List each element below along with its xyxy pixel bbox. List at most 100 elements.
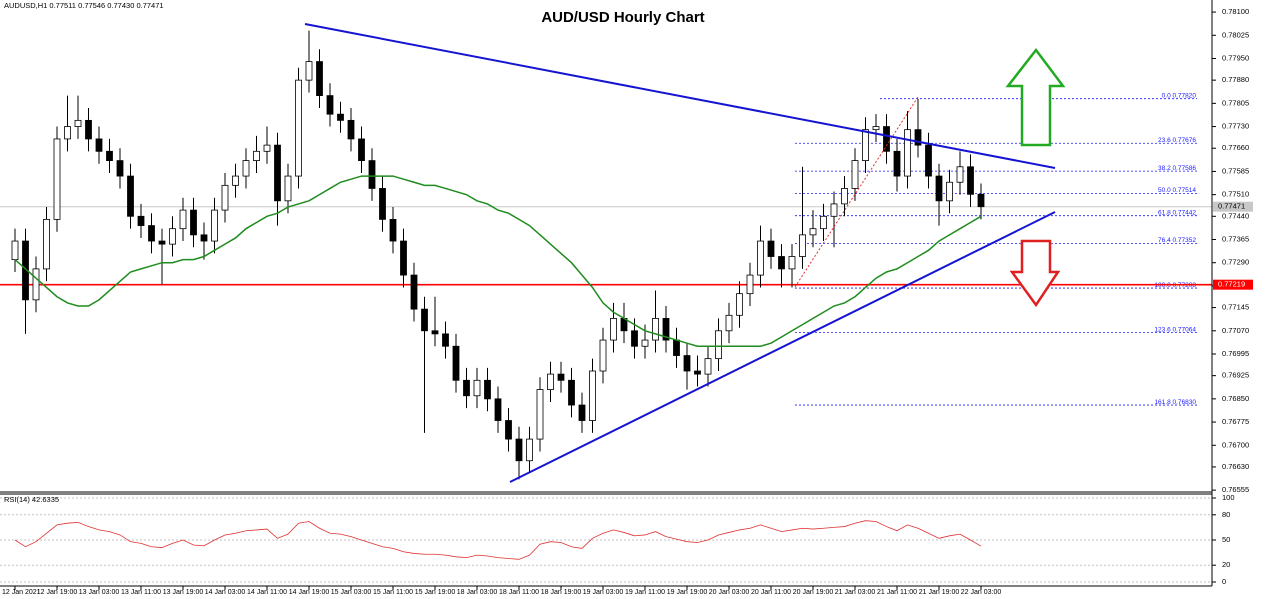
candle-body: [127, 175, 134, 217]
candle-body: [43, 218, 50, 270]
candle-body: [515, 438, 523, 462]
y-tick-label: 0.77510: [1222, 190, 1249, 199]
candle-body: [158, 240, 166, 245]
candle-body: [704, 358, 712, 375]
candle-body: [505, 420, 512, 440]
y-tick-label: 0.77805: [1222, 98, 1249, 107]
x-tick-label: 12 Jan 2021: [2, 589, 41, 596]
y-tick-label: 0.76925: [1222, 371, 1249, 380]
fib-label: 38.2 0.77586: [1158, 165, 1196, 172]
candle-body: [137, 215, 145, 226]
candle-body: [200, 234, 208, 242]
candle-body: [809, 228, 817, 236]
x-tick-label: 13 Jan 11:00: [121, 589, 161, 596]
candle-body: [662, 318, 670, 341]
x-tick-label: 20 Jan 03:00: [709, 589, 750, 596]
fib-trend: [794, 96, 919, 288]
candle-body: [148, 225, 155, 242]
candle-body: [421, 308, 428, 332]
y-tick-label: 0.78025: [1222, 30, 1249, 39]
candle-body: [904, 129, 911, 177]
y-tick-label: 0.76995: [1222, 349, 1249, 358]
candle-body: [358, 138, 365, 161]
candle-body: [862, 129, 869, 161]
candle-body: [956, 166, 964, 183]
x-tick-label: 21 Jan 03:00: [835, 589, 876, 596]
candle-body: [53, 138, 61, 220]
trend-line: [509, 211, 1056, 483]
x-tick-label: 15 Jan 19:00: [415, 589, 456, 596]
x-tick-label: 14 Jan 19:00: [289, 589, 330, 596]
candle-body: [211, 209, 218, 242]
candle-body: [274, 144, 281, 202]
x-tick-label: 21 Jan 11:00: [877, 589, 917, 596]
fib-label: 0.0 0.77820: [1162, 92, 1197, 99]
candle-body: [22, 240, 29, 301]
candle-body: [935, 175, 943, 202]
candle-body: [284, 175, 292, 202]
candle-body: [547, 373, 554, 390]
x-tick-label: 18 Jan 11:00: [499, 589, 539, 596]
candle-body: [883, 126, 890, 152]
candle-body: [95, 138, 103, 152]
y-tick-label: 0.76700: [1222, 440, 1249, 449]
candle-body: [673, 339, 680, 356]
candle-body: [715, 330, 722, 360]
candle-body: [967, 166, 974, 195]
y-tick-label: 20: [1222, 560, 1230, 569]
x-tick-label: 19 Jan 19:00: [667, 589, 708, 596]
candle-body: [536, 389, 544, 440]
candle-body: [841, 188, 848, 205]
y-tick-label: 80: [1222, 510, 1230, 519]
y-tick-label: 0.77585: [1222, 166, 1249, 175]
candle-body: [221, 184, 229, 211]
candle-body: [389, 218, 397, 242]
candle-body: [484, 379, 491, 400]
fib-label: 76.4 0.77352: [1158, 237, 1196, 244]
x-tick-label: 14 Jan 11:00: [247, 589, 287, 596]
candle-body: [736, 293, 743, 316]
candle-body: [116, 160, 124, 177]
x-tick-label: 13 Jan 03:00: [79, 589, 120, 596]
candle-body: [977, 193, 985, 208]
candle-body: [368, 160, 376, 189]
rsi-line: [14, 520, 982, 560]
candle-body: [946, 181, 953, 202]
candle-body: [746, 274, 754, 295]
support-price-box: [1213, 279, 1253, 290]
candle-body: [106, 150, 113, 161]
candle-body: [74, 119, 82, 127]
candle-body: [641, 339, 649, 347]
candle-body: [337, 113, 344, 121]
candle-body: [914, 129, 922, 146]
y-tick-label: 0.77660: [1222, 143, 1249, 152]
candle-body: [305, 61, 313, 81]
y-tick-label: 0.77440: [1222, 211, 1249, 220]
y-tick-label: 0.76555: [1222, 485, 1249, 494]
moving-average: [14, 175, 982, 348]
candle-body: [568, 379, 575, 406]
y-tick-label: 0.76775: [1222, 417, 1249, 426]
down-arrow: [1009, 239, 1061, 308]
y-tick-label: 0.77730: [1222, 122, 1249, 131]
rsi-label: RSI(14) 42.6335: [4, 495, 59, 504]
candle-body: [578, 404, 586, 421]
candle-body: [925, 144, 932, 177]
y-tick-label: 0.77070: [1222, 326, 1249, 335]
candle-body: [179, 209, 187, 230]
y-tick-label: 0.77145: [1222, 303, 1249, 312]
candle-body: [694, 370, 701, 375]
x-tick-label: 19 Jan 03:00: [583, 589, 624, 596]
up-arrow: [1005, 47, 1066, 147]
x-tick-label: 15 Jan 11:00: [373, 589, 413, 596]
candle-body: [32, 268, 40, 301]
candle-body: [652, 318, 659, 341]
candle-body: [872, 126, 880, 131]
candle-body: [452, 345, 460, 381]
candle-body: [494, 398, 502, 421]
y-tick-label: 0.76630: [1222, 462, 1249, 471]
y-tick-label: 0.77950: [1222, 53, 1249, 62]
